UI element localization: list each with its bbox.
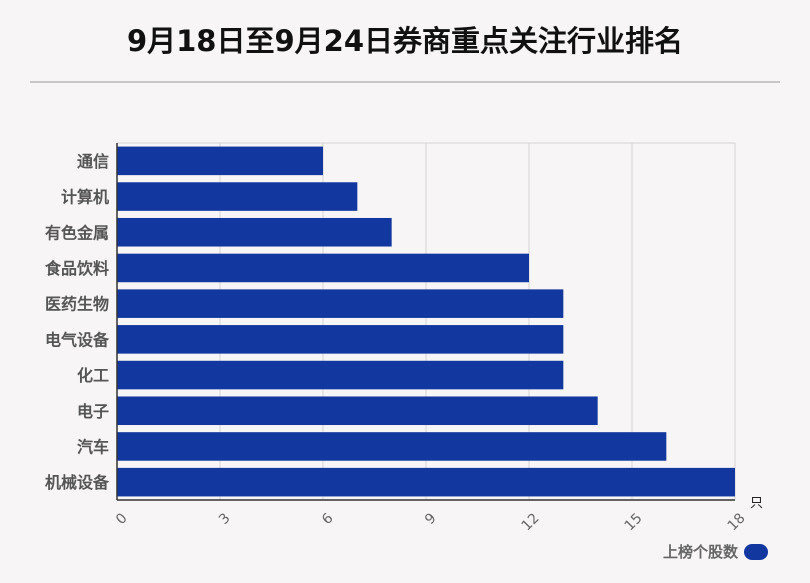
title-divider [30,81,780,83]
x-tick-label: 0 [113,510,131,528]
bar[interactable] [117,432,667,461]
bar[interactable] [117,289,564,318]
bar[interactable] [117,217,392,247]
x-tick-label: 12 [519,510,543,534]
x-tick-label: 3 [216,510,234,528]
bar[interactable] [117,253,529,283]
bar[interactable] [117,182,358,211]
bars [117,146,735,497]
category-label: 有色金属 [45,223,109,242]
category-label: 汽车 [77,437,109,456]
x-tick-label: 15 [622,510,646,534]
legend-swatch [744,543,768,560]
bar[interactable] [117,146,323,176]
legend-label: 上榜个股数 [662,543,738,561]
category-label: 电子 [77,402,109,421]
x-tick-label: 6 [319,510,337,528]
x-axis-unit-label: 只 [750,496,764,511]
category-label: 化工 [77,366,109,385]
category-label: 通信 [77,152,109,171]
legend[interactable]: 上榜个股数 [663,541,768,562]
category-label: 食品饮料 [44,259,109,278]
category-label: 医药生物 [45,295,109,314]
bar[interactable] [117,325,564,354]
category-label: 电气设备 [45,330,110,349]
chart-title: 9月18日至9月24日券商重点关注行业排名 [126,24,684,58]
x-tick-labels: 0 3 6 9 12 15 18 [113,510,749,534]
category-label: 计算机 [61,188,109,207]
x-tick-label: 9 [422,510,440,528]
x-tick-label: 18 [725,510,749,534]
bar[interactable] [117,396,598,426]
bar[interactable] [117,360,564,390]
category-label: 机械设备 [45,473,110,492]
axes [116,143,735,501]
bar[interactable] [117,467,735,497]
